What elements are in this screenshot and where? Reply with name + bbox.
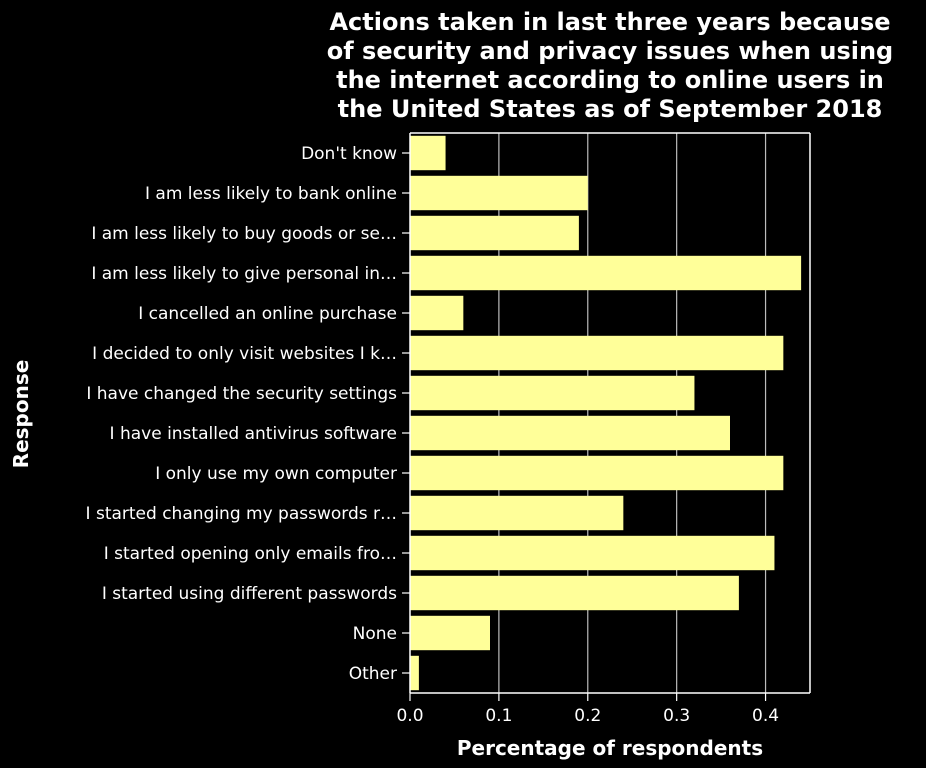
x-tick-label-2: 0.2 xyxy=(574,706,601,726)
y-tick-label-9: I started changing my passwords r… xyxy=(86,504,397,524)
bar-8 xyxy=(410,455,784,491)
chart-title: Actions taken in last three years becaus… xyxy=(327,8,893,123)
bar-5 xyxy=(410,335,784,371)
x-tick-label-0: 0.0 xyxy=(396,706,423,726)
bar-0 xyxy=(410,135,446,171)
y-tick-label-0: Don't know xyxy=(301,144,397,164)
y-tick-label-1: I am less likely to bank online xyxy=(145,184,397,204)
x-tick-label-3: 0.3 xyxy=(663,706,690,726)
chart-title-line-4: the United States as of September 2018 xyxy=(338,95,883,123)
y-tick-label-2: I am less likely to buy goods or se… xyxy=(91,224,397,244)
x-tick-label-4: 0.4 xyxy=(752,706,779,726)
bar-11 xyxy=(410,575,739,611)
x-axis-ticks: 0.0 0.1 0.2 0.3 0.4 xyxy=(396,693,779,726)
y-tick-label-8: I only use my own computer xyxy=(155,464,397,484)
y-tick-label-10: I started opening only emails fro… xyxy=(104,544,397,564)
x-tick-label-1: 0.1 xyxy=(485,706,512,726)
bar-1 xyxy=(410,175,588,211)
y-tick-label-7: I have installed antivirus software xyxy=(110,424,397,444)
y-tick-label-5: I decided to only visit websites I k… xyxy=(92,344,397,364)
plot-frame xyxy=(409,132,811,694)
bar-3 xyxy=(410,255,802,291)
bar-2 xyxy=(410,215,579,251)
y-tick-label-12: None xyxy=(353,624,397,644)
chart-title-line-1: Actions taken in last three years becaus… xyxy=(329,8,890,36)
bar-13 xyxy=(410,655,419,691)
bar-12 xyxy=(410,615,490,651)
y-tick-label-6: I have changed the security settings xyxy=(86,384,397,404)
bar-4 xyxy=(410,295,464,331)
y-axis-ticks: Don't know I am less likely to bank onlin… xyxy=(86,144,410,684)
y-tick-label-4: I cancelled an online purchase xyxy=(138,304,397,324)
bars xyxy=(410,135,802,691)
y-axis-title: Response xyxy=(9,360,33,469)
y-tick-label-11: I started using different passwords xyxy=(102,584,397,604)
chart-title-line-3: the internet according to online users i… xyxy=(336,66,884,94)
x-axis-title: Percentage of respondents xyxy=(457,736,763,760)
bar-7 xyxy=(410,415,730,451)
bar-6 xyxy=(410,375,695,411)
chart-title-line-2: of security and privacy issues when usin… xyxy=(327,37,893,65)
bar-10 xyxy=(410,535,775,571)
y-tick-label-3: I am less likely to give personal in… xyxy=(91,264,397,284)
y-tick-label-13: Other xyxy=(349,664,397,684)
bar-9 xyxy=(410,495,624,531)
